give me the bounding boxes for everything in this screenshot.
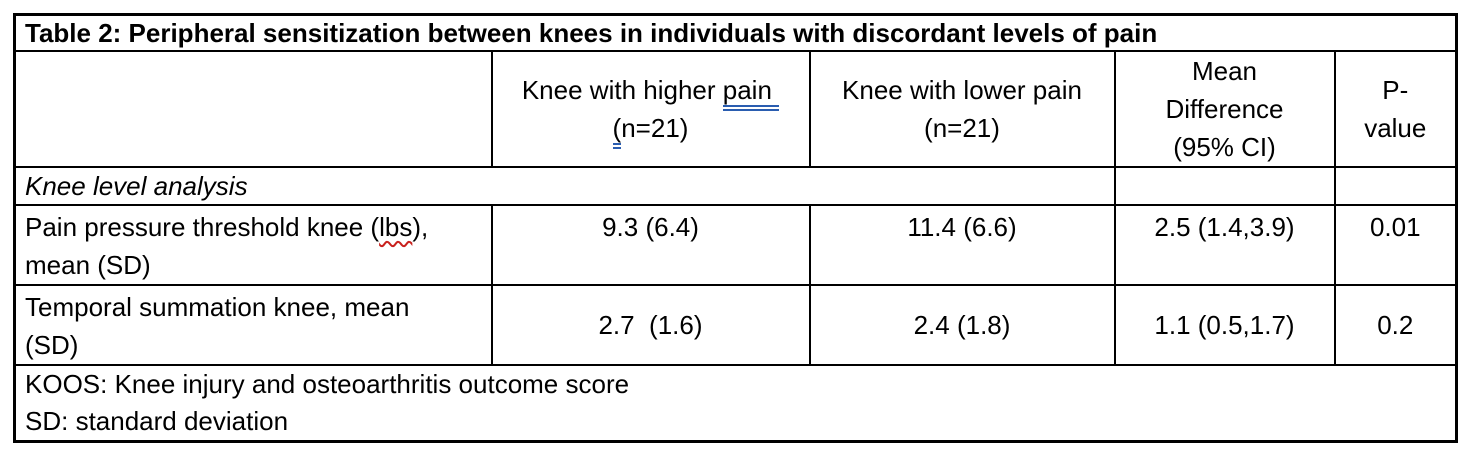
section-empty-cell-difference	[1113, 165, 1336, 206]
grammar-underline-mark: (	[612, 112, 622, 149]
row-label-pain-line1: Pain pressure threshold knee (lbs),	[25, 208, 481, 246]
header-mean-difference: Mean Difference (95% CI)	[1113, 49, 1336, 168]
table-footnotes: KOOS: Knee injury and osteoarthritis out…	[13, 363, 1458, 442]
row-label-temporal-line2: (SD)	[25, 329, 79, 360]
table-header-row: Knee with higher pain (n=21) Knee with l…	[13, 49, 1458, 168]
footnote-koos: KOOS: Knee injury and osteoarthritis out…	[25, 368, 630, 399]
value-temporal-difference: 1.1 (0.5,1.7)	[1113, 283, 1336, 366]
header-pvalue-line2: value	[1364, 112, 1427, 143]
row-label-pain-pressure: Pain pressure threshold knee (lbs), mean…	[13, 203, 493, 286]
table-title: Table 2: Peripheral sensitization betwee…	[13, 13, 1458, 52]
peripheral-sensitization-table: Table 2: Peripheral sensitization betwee…	[13, 13, 1459, 443]
header-higher-line1-text: Knee with higher	[521, 74, 723, 105]
value-temporal-higher: 2.7 (1.6)	[490, 283, 811, 366]
header-lower-line2: (n=21)	[924, 112, 1000, 143]
row-label-pain-prefix: Pain pressure threshold knee (	[25, 211, 380, 242]
table-row-temporal-summation: Temporal summation knee, mean (SD) 2.7 (…	[13, 283, 1458, 366]
value-temporal-lower: 2.4 (1.8)	[808, 283, 1116, 366]
table-title-row: Table 2: Peripheral sensitization betwee…	[13, 13, 1458, 52]
section-header-knee-level-analysis: Knee level analysis	[13, 165, 1116, 206]
header-p-value: P- value	[1333, 49, 1458, 168]
value-pain-pvalue: 0.01	[1333, 203, 1458, 286]
row-label-temporal-line1: Temporal summation knee, mean	[25, 291, 410, 322]
header-knee-higher-pain: Knee with higher pain (n=21)	[490, 49, 811, 168]
footnote-sd: SD: standard deviation	[25, 405, 289, 436]
header-higher-line1: Knee with higher pain	[503, 71, 799, 111]
spellcheck-underline-mark: lbs	[379, 211, 413, 242]
header-lower-line1: Knee with lower pain	[842, 74, 1082, 105]
table-row-pain-pressure: Pain pressure threshold knee (lbs), mean…	[13, 203, 1458, 286]
section-header-row: Knee level analysis	[13, 165, 1458, 206]
header-empty-cell	[13, 49, 493, 168]
value-temporal-pvalue: 0.2	[1333, 283, 1458, 366]
row-label-pain-line2: mean (SD)	[25, 249, 151, 280]
row-label-temporal-summation: Temporal summation knee, mean (SD)	[13, 283, 493, 366]
grammar-underline-mark: pain	[722, 74, 780, 111]
value-pain-difference: 2.5 (1.4,3.9)	[1113, 203, 1336, 286]
header-difference-line3: (95% CI)	[1173, 131, 1276, 162]
header-difference-line2: Difference	[1165, 93, 1284, 124]
table-footnotes-row: KOOS: Knee injury and osteoarthritis out…	[13, 363, 1458, 442]
value-pain-higher: 9.3 (6.4)	[490, 203, 811, 286]
value-pain-lower: 11.4 (6.6)	[808, 203, 1116, 286]
header-higher-line2-text: n=21)	[621, 112, 689, 143]
section-empty-cell-pvalue	[1333, 165, 1458, 206]
row-label-pain-suffix: ),	[412, 211, 429, 242]
header-knee-lower-pain: Knee with lower pain (n=21)	[808, 49, 1116, 168]
header-higher-line2: (n=21)	[503, 109, 799, 149]
header-difference-line1: Mean	[1191, 55, 1258, 86]
header-pvalue-line1: P-	[1382, 74, 1409, 105]
